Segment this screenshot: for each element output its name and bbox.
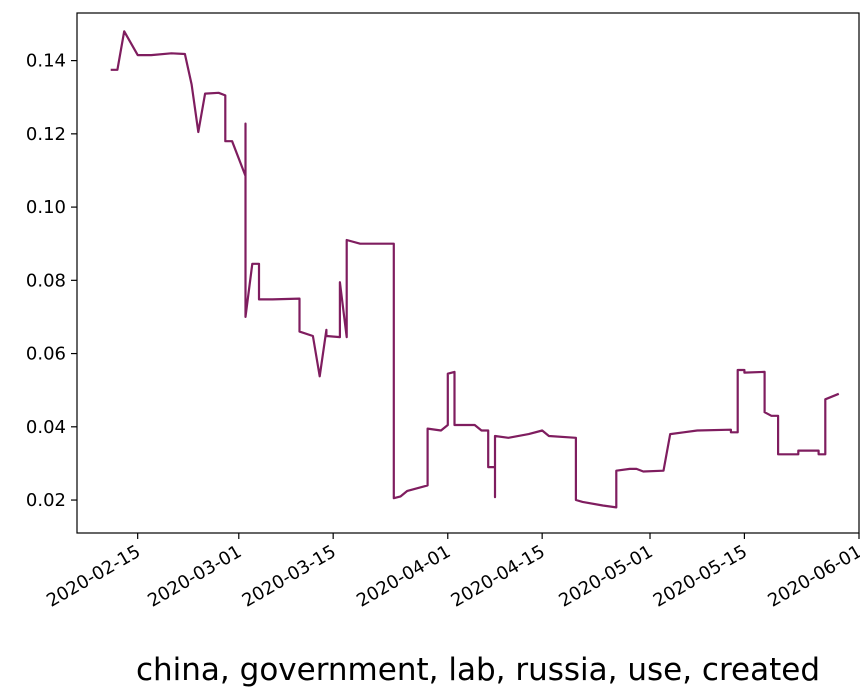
- x-tick-label: 2020-04-15: [448, 541, 549, 611]
- x-tick-label: 2020-05-01: [555, 541, 656, 611]
- x-tick-label: 2020-02-15: [43, 541, 144, 611]
- y-tick-label: 0.10: [26, 197, 66, 218]
- x-tick-label: 2020-05-15: [650, 541, 751, 611]
- x-tick-label: 2020-04-01: [353, 541, 454, 611]
- x-tick-label: 2020-03-15: [239, 541, 340, 611]
- x-tick-label: 2020-06-01: [764, 541, 860, 611]
- series-line: [110, 30, 840, 509]
- y-tick-label: 0.14: [26, 51, 66, 72]
- y-tick-label: 0.04: [26, 417, 66, 438]
- x-tick-label: 2020-03-01: [144, 541, 245, 611]
- y-tick-label: 0.06: [26, 344, 66, 365]
- y-tick-label: 0.08: [26, 270, 66, 291]
- plot-area: [76, 12, 860, 534]
- y-axis: 0.02 0.04 0.06 0.08 0.10 0.12 0.14: [26, 51, 77, 511]
- x-axis-label: china, government, lab, russia, use, cre…: [136, 652, 820, 688]
- y-tick-label: 0.12: [26, 124, 66, 145]
- y-tick-label: 0.02: [26, 490, 66, 511]
- series-group: [110, 30, 840, 509]
